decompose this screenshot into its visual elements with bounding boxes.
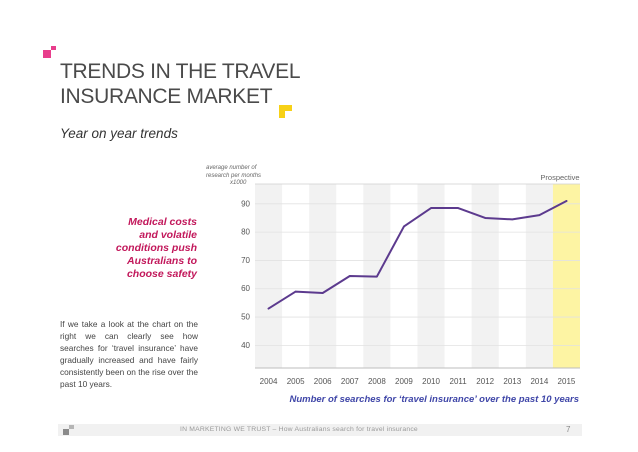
y-axis-label-line: average number of: [206, 165, 257, 171]
logo-square-light: [69, 425, 74, 429]
x-tick-label: 2009: [395, 377, 413, 386]
footer-bar: [58, 424, 582, 436]
y-tick-label: 60: [241, 284, 250, 293]
data-point: [430, 207, 432, 209]
body-paragraph: If we take a look at the chart on the ri…: [60, 319, 198, 389]
prospective-band: [552, 184, 580, 368]
y-tick-label: 90: [241, 199, 250, 208]
logo-square-dark: [63, 429, 69, 435]
data-point: [294, 290, 297, 293]
pull-quote-line: choose safety: [126, 268, 197, 280]
x-tick-label: 2007: [341, 377, 359, 386]
column-band: [525, 184, 553, 368]
data-point: [267, 307, 270, 310]
brand-logo-icon: [63, 425, 74, 435]
x-tick-label: 2010: [422, 377, 440, 386]
y-axis-label-line: research per months: [206, 172, 262, 179]
page-title-line1: TRENDS IN THE TRAVEL: [60, 60, 301, 83]
pink-corner-mark: [43, 46, 56, 58]
data-point: [403, 225, 405, 228]
y-tick-label: 50: [241, 313, 250, 322]
pull-quote: Medical costs and volatile conditions pu…: [87, 216, 197, 281]
y-tick-label: 80: [241, 228, 250, 237]
yellow-corner-bar: [279, 105, 292, 111]
pull-quote-line: and volatile: [139, 229, 197, 241]
column-band: [255, 184, 283, 368]
page-title: TRENDS IN THE TRAVEL INSURANCE MARKET: [60, 59, 301, 109]
x-tick-label: 2006: [314, 377, 332, 386]
pink-corner-square: [43, 50, 51, 58]
x-tick-label: 2005: [287, 377, 305, 386]
page-number: 7: [566, 425, 571, 434]
pull-quote-line: Medical costs: [128, 216, 197, 228]
y-tick-label: 70: [241, 256, 250, 265]
data-point: [565, 200, 568, 202]
x-tick-label: 2014: [530, 377, 548, 386]
column-band: [309, 184, 337, 368]
column-band: [417, 184, 445, 368]
yellow-corner-mark: [279, 105, 292, 118]
pull-quote-line: conditions push: [115, 242, 197, 254]
data-point: [457, 207, 459, 209]
series-line: [267, 199, 568, 310]
pull-quote-line: Australians to: [126, 255, 197, 267]
page-subtitle: Year on year trends: [60, 126, 178, 141]
x-tick-label: 2008: [368, 377, 386, 386]
x-tick-label: 2004: [260, 377, 278, 386]
x-tick-label: 2012: [476, 377, 494, 386]
data-point: [348, 275, 351, 277]
yellow-corner-stem: [279, 111, 285, 118]
data-point: [511, 218, 514, 221]
data-point: [484, 217, 487, 219]
y-axis-label: average number of research per months x1…: [206, 165, 276, 188]
y-axis-label-line: x1000: [230, 180, 247, 186]
y-tick-label: 40: [241, 341, 250, 350]
column-band: [471, 184, 499, 368]
data-point: [376, 275, 378, 278]
x-tick-label: 2011: [450, 377, 468, 386]
x-tick-label: 2013: [503, 377, 521, 386]
chart-caption: Number of searches for ‘travel insurance…: [289, 394, 579, 405]
prospective-label: Prospective: [540, 173, 580, 182]
footer-text: IN MARKETING WE TRUST – How Australians …: [180, 426, 418, 433]
x-tick-label: 2015: [558, 377, 576, 386]
data-point: [321, 292, 324, 294]
page-title-line2: INSURANCE MARKET: [60, 85, 273, 108]
data-point: [538, 214, 541, 216]
pink-corner-stub: [51, 46, 56, 50]
